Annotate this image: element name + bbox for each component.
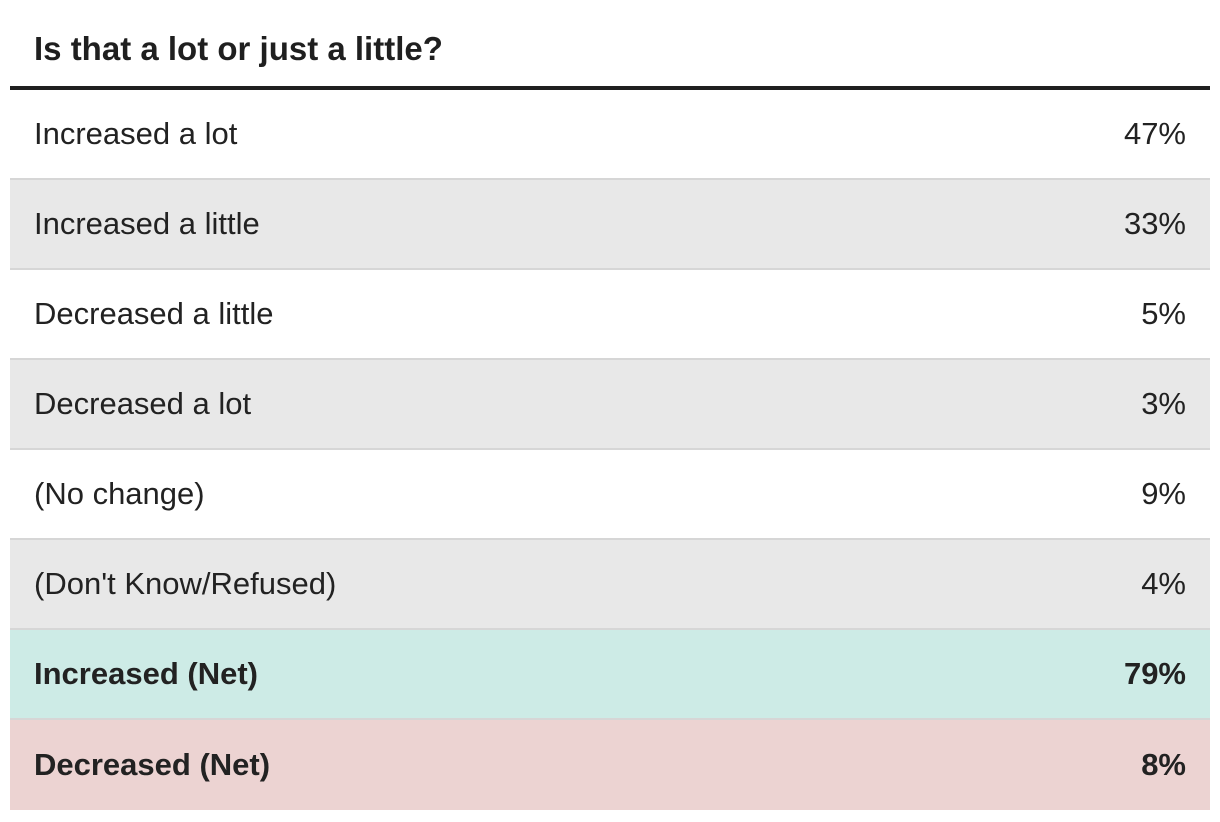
row-label: Increased (Net) <box>34 656 258 691</box>
row-value: 4% <box>1141 566 1186 601</box>
row-value: 9% <box>1141 476 1186 511</box>
row-label: (Don't Know/Refused) <box>34 566 337 601</box>
row-value: 33% <box>1123 206 1186 241</box>
results-table: Increased a lot 47% Increased a little 33% D… <box>10 90 1210 810</box>
net-row: Decreased (Net) 8% <box>10 720 1210 810</box>
table-row: (No change) 9% <box>10 450 1210 540</box>
table-title: Is that a lot or just a little? <box>10 0 1210 90</box>
row-value: 47% <box>1123 116 1186 151</box>
table-row: Decreased a little 5% <box>10 270 1210 360</box>
row-value: 8% <box>1141 747 1186 782</box>
row-label: Increased a lot <box>34 116 238 151</box>
row-label: Decreased a little <box>34 296 274 331</box>
table-row: Increased a little 33% <box>10 180 1210 270</box>
row-label: Decreased a lot <box>34 386 252 421</box>
row-label: (No change) <box>34 476 205 511</box>
row-value: 79% <box>1123 656 1186 691</box>
table-row: Increased a lot 47% <box>10 90 1210 180</box>
row-value: 5% <box>1141 296 1186 331</box>
row-label: Increased a little <box>34 206 260 241</box>
row-label: Decreased (Net) <box>34 747 271 782</box>
survey-table-card: Is that a lot or just a little? Increase… <box>10 0 1210 810</box>
table-row: (Don't Know/Refused) 4% <box>10 540 1210 630</box>
table-row: Decreased a lot 3% <box>10 360 1210 450</box>
row-value: 3% <box>1141 386 1186 421</box>
net-row: Increased (Net) 79% <box>10 630 1210 720</box>
